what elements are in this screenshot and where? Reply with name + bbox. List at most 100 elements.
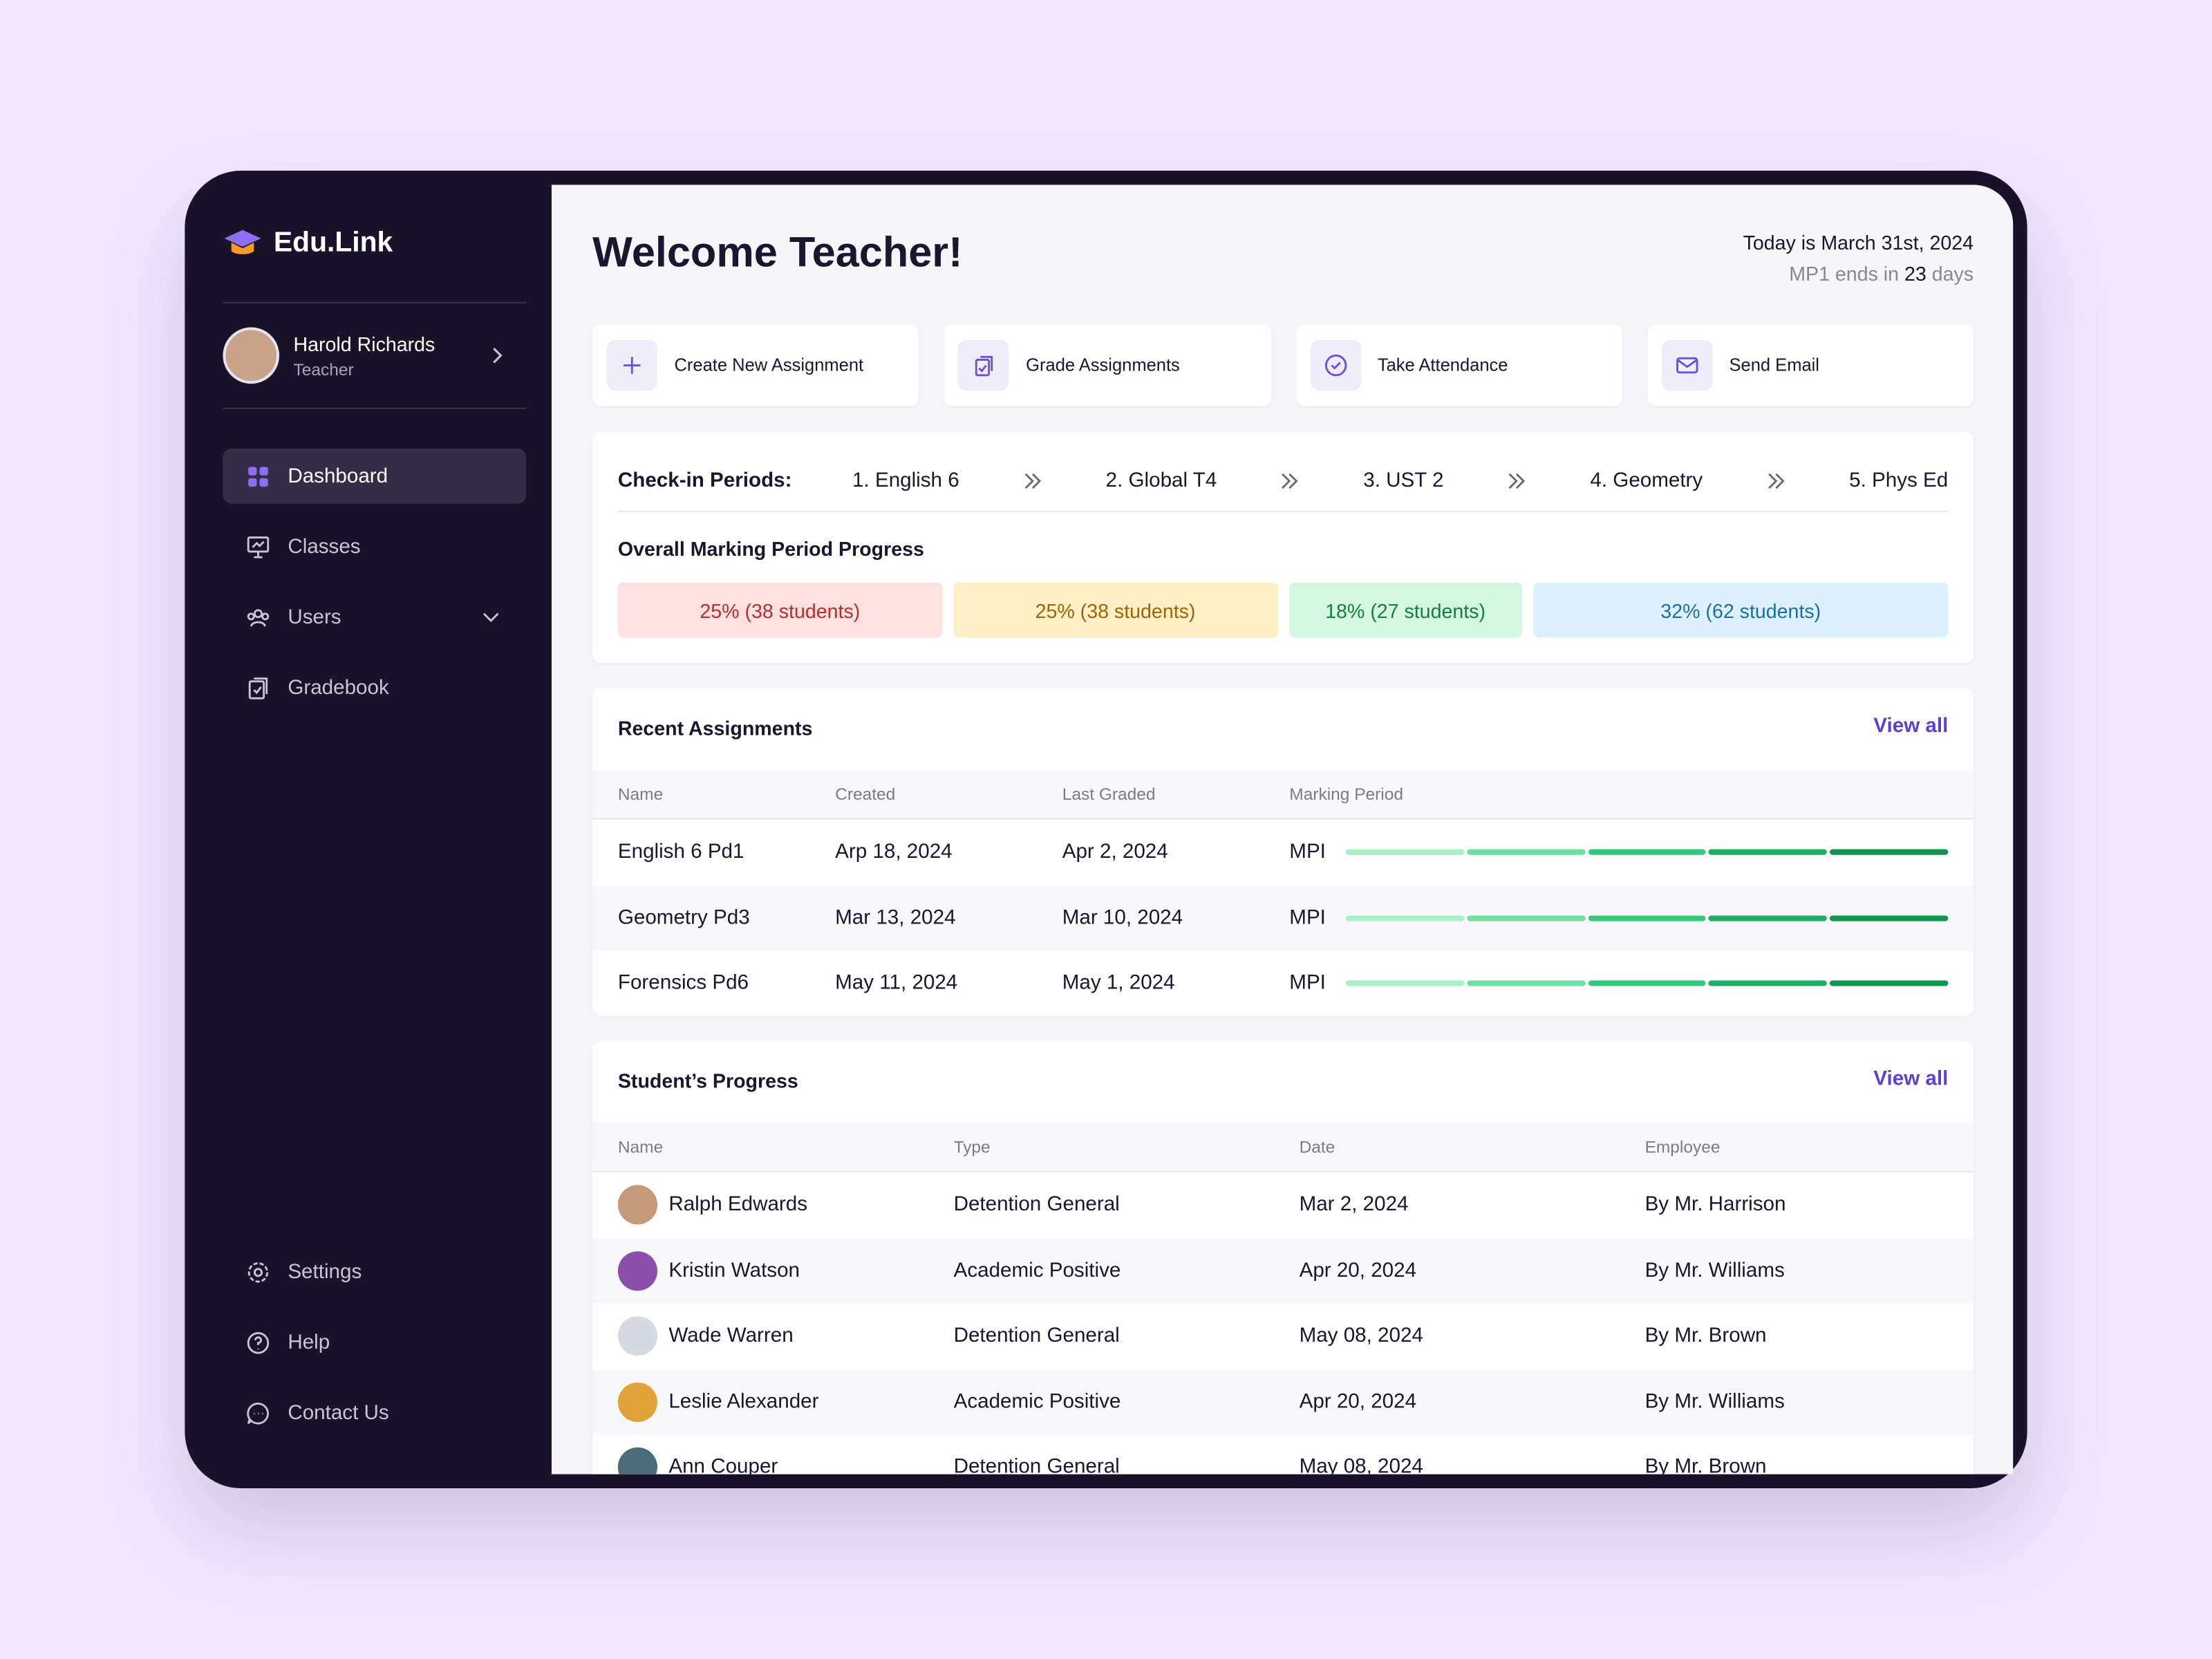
icon-svg [247,608,270,626]
period-arrow [1020,469,1045,494]
progress-bar: 25% (38 students) 25% (38 students) 18% (2… [617,582,1949,638]
quick-action[interactable]: Take Attendance [1295,324,1622,406]
quick-action[interactable]: Grade Assignments [944,324,1271,406]
progress-step [1467,980,1586,987]
table-row[interactable]: Ralph Edwards Detention General Mar 2, 202… [592,1172,1974,1238]
footer-nav: Settings Help Contact Us [223,1244,526,1456]
icon-svg [1282,473,1299,489]
icon [1322,353,1348,378]
table-row[interactable]: Forensics Pd6 May 11, 2024 May 1, 2024 MPI [592,950,1974,1015]
cell-text: May 11, 2024 [835,972,958,995]
quick-action[interactable]: Create New Assignment [592,324,919,406]
main-nav: Dashboard Classes Users Gradebook [223,448,527,731]
recent-assignments: Recent Assignments View all Name Created L… [592,688,1974,1016]
cell-text: By Mr. Brown [1644,1456,1767,1474]
progress-segment: 25% (38 students) [953,582,1277,638]
view-all[interactable]: View all [1873,1067,1949,1091]
nav-item[interactable]: Contact Us [223,1385,526,1441]
nav-label: Contact Us [288,1401,389,1425]
table-row[interactable]: Leslie Alexander Academic Positive Apr 20,… [592,1369,1974,1435]
column-header: Name [617,1136,664,1157]
nav-label: Settings [288,1260,362,1284]
avatar [617,1185,658,1225]
table-cell: Ralph Edwards [617,1172,808,1238]
nav-icon [245,1329,271,1355]
table-cell: Geometry Pd3 [618,885,750,951]
action-icon [958,339,1009,391]
table-cell: Kristin Watson [617,1238,800,1304]
progress-segment: 25% (38 students) [617,582,942,638]
period[interactable]: 2. Global T4 [1105,469,1217,493]
table-cell: By Mr. Harrison [1645,1172,1786,1238]
cell-text: Apr 20, 2024 [1299,1390,1417,1414]
table-row[interactable]: Kristin Watson Academic Positive Apr 20, 2… [592,1237,1974,1304]
table-cell: Mar 2, 2024 [1300,1172,1409,1238]
cell-text: Mar 13, 2024 [835,906,956,930]
icon-svg [1024,473,1041,489]
table-cell: Apr 20, 2024 [1300,1238,1416,1304]
period[interactable]: 1. English 6 [852,469,959,493]
icon [1674,353,1700,378]
table-row[interactable]: English 6 Pd1 Arp 18, 2024 Apr 2, 2024 MPI [592,820,1974,885]
icon-svg [975,355,993,377]
nav-label: Gradebook [288,676,389,700]
table-row[interactable]: Wade Warren Detention General May 08, 2024… [592,1304,1974,1369]
icon-svg [624,357,641,374]
cell-text: Ralph Edwards [668,1194,808,1217]
quick-action[interactable]: Send Email [1647,324,1974,406]
nav-item[interactable]: Gradebook [223,660,526,715]
cell-text: Detention General [953,1456,1120,1474]
action-label: Send Email [1729,355,1819,375]
cell-text: MPI [1289,972,1326,995]
progress-step [1709,915,1828,921]
cell-text: Mar 10, 2024 [1062,906,1183,930]
table-cell: Apr 20, 2024 [1300,1369,1416,1435]
table-cell: MPI [1289,820,1326,885]
avatar [617,1250,658,1291]
nav-item[interactable]: Help [223,1315,526,1370]
cell-text: English 6 Pd1 [617,841,744,864]
cell-text: May 08, 2024 [1299,1324,1423,1348]
period-info: MP1 ends in 23 days [1743,258,1974,289]
table-cell: Mar 13, 2024 [835,885,955,951]
nav-icon [245,1400,271,1425]
cell-text: Wade Warren [668,1324,794,1348]
nav-label: Help [288,1331,330,1354]
table-row[interactable]: Geometry Pd3 Mar 13, 2024 Mar 10, 2024 MPI [592,885,1974,951]
divider [223,407,527,409]
period[interactable]: 4. Geometry [1590,469,1703,493]
user-card[interactable]: Harold Richards Teacher [223,327,526,384]
icon-svg [1324,354,1347,377]
progress-step [1345,850,1464,856]
table-row[interactable]: Ann Couper Detention General May 08, 2024 B… [592,1434,1974,1474]
nav-label: Users [288,606,341,629]
table-cell: Detention General [954,1172,1120,1238]
cell-text: By Mr. Williams [1644,1259,1785,1282]
user-name: Harold Richards [293,332,435,355]
nav-item[interactable]: Classes [223,519,526,574]
user-role: Teacher [293,359,354,379]
period-days: 23 [1904,262,1927,285]
cell-text: Forensics Pd6 [617,972,749,995]
period[interactable]: 5. Phys Ed [1849,469,1949,493]
table-cell: Academic Positive [954,1238,1121,1304]
nav-item[interactable]: Settings [223,1244,526,1300]
cell-text: Academic Positive [953,1390,1121,1414]
progress-title: Overall Marking Period Progress [617,537,924,561]
table-cell: MPI [1289,885,1326,951]
nav-item[interactable]: Users [223,590,526,645]
nav-item[interactable]: Dashboard [223,448,527,504]
period[interactable]: 3. UST 2 [1363,469,1444,493]
progress-step [1588,850,1707,856]
today: Today is March 31st, 2024 [1743,231,1974,254]
icon [971,353,997,378]
view-all[interactable]: View all [1873,715,1949,738]
action-icon [1309,339,1361,391]
progress-segment: 32% (62 students) [1533,582,1949,638]
table-cell: Ann Couper [617,1434,778,1474]
icon-svg [248,466,268,487]
table-header: Name Type Date Employee [592,1123,1974,1172]
nav-icon [245,534,271,559]
progress-step [1588,980,1707,987]
